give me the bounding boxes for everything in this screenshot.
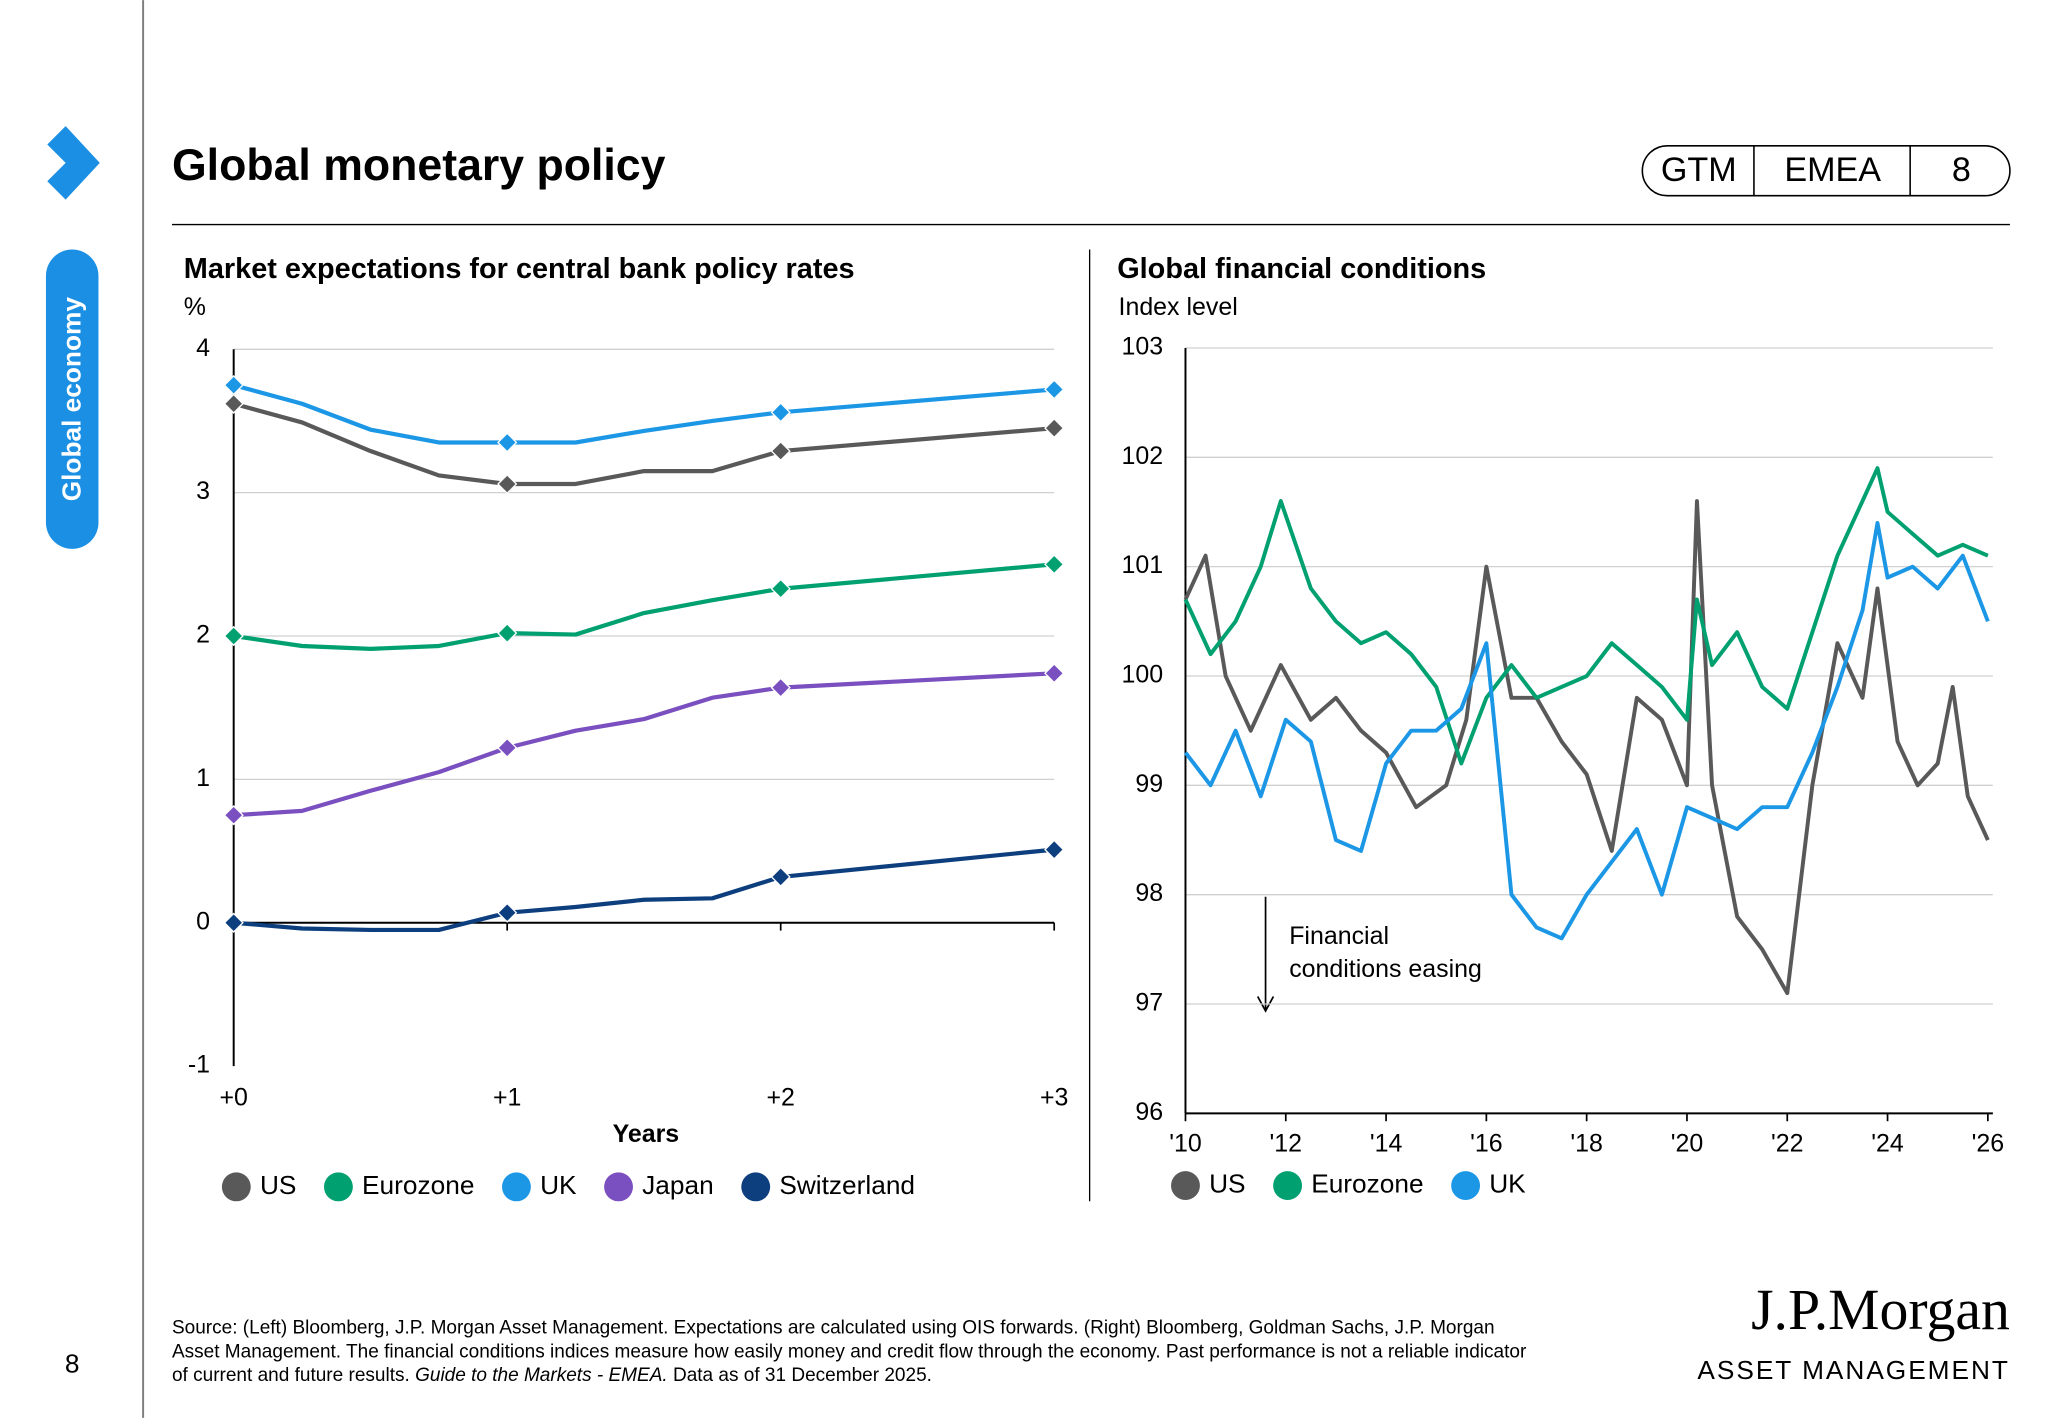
legend-swatch (501, 1172, 531, 1202)
x-tick-label: '24 (1871, 1129, 1904, 1157)
marker (497, 737, 518, 758)
footnote: Asset Management. The financial conditio… (172, 1341, 1527, 1362)
marker (223, 375, 244, 396)
chart-title: Market expectations for central bank pol… (184, 253, 855, 285)
x-tick-label: '22 (1771, 1129, 1804, 1157)
y-tick-label: 102 (1122, 442, 1164, 470)
marker (223, 912, 244, 933)
marker (1044, 839, 1065, 860)
marker (1044, 554, 1065, 575)
tag-box (1641, 145, 2011, 197)
marker (223, 393, 244, 414)
legend-label: US (1209, 1168, 1245, 1198)
marker (497, 473, 518, 495)
x-axis-label: Years (613, 1120, 680, 1148)
y-tick-label: 98 (1135, 879, 1163, 907)
marker (223, 625, 244, 647)
legend-label: Eurozone (1311, 1168, 1423, 1198)
y-tick-label: 2 (196, 621, 210, 649)
legend-swatch (604, 1172, 633, 1202)
x-tick-label: +0 (219, 1084, 247, 1112)
marker (770, 677, 791, 698)
y-tick-label: 100 (1122, 661, 1164, 689)
legend-swatch (323, 1172, 353, 1202)
annotation: Financial (1289, 922, 1389, 950)
footnote: of current and future results. Guide to … (172, 1365, 932, 1386)
x-tick-label: '10 (1169, 1129, 1202, 1157)
legend-label: UK (1489, 1168, 1526, 1198)
marker (770, 440, 791, 462)
marker (1044, 663, 1065, 684)
series-line (233, 671, 1055, 818)
legend-swatch (1171, 1171, 1200, 1200)
y-tick-label: 101 (1122, 551, 1164, 579)
tag: 8 (1952, 151, 1971, 189)
section-label: Global economy (56, 297, 86, 502)
x-tick-label: '14 (1370, 1129, 1403, 1157)
slide-title: Global monetary policy (172, 141, 666, 190)
y-tick-label: 99 (1135, 770, 1163, 798)
footnote: Source: (Left) Bloomberg, J.P. Morgan As… (172, 1318, 1495, 1339)
legend-label: US (260, 1170, 296, 1200)
x-tick-label: +2 (766, 1084, 794, 1112)
legend-label: Switzerland (779, 1170, 915, 1200)
x-tick-label: '16 (1470, 1129, 1503, 1157)
chevron-icon (47, 126, 100, 200)
y-axis-label: Index level (1119, 293, 1238, 321)
legend-swatch (1451, 1171, 1481, 1200)
x-tick-label: '12 (1270, 1129, 1303, 1157)
x-tick-label: '20 (1671, 1129, 1704, 1157)
annotation-arrowhead (1256, 996, 1275, 1013)
marker (497, 902, 518, 923)
legend-label: Eurozone (362, 1170, 474, 1200)
annotation: conditions easing (1289, 955, 1482, 983)
series-line (1183, 466, 1989, 766)
section-pill (45, 249, 99, 549)
series-line (233, 562, 1055, 651)
marker (1044, 379, 1065, 400)
y-axis-label: % (184, 293, 206, 321)
x-tick-label: '18 (1570, 1129, 1603, 1157)
marker (1044, 418, 1065, 439)
marker (497, 432, 518, 453)
marker (770, 578, 791, 599)
x-tick-label: +1 (493, 1084, 521, 1112)
page-number: 8 (65, 1348, 80, 1378)
y-tick-label: 103 (1122, 333, 1164, 361)
x-tick-label: '26 (1972, 1129, 2005, 1157)
series-line (233, 401, 1055, 487)
y-tick-label: 97 (1135, 989, 1163, 1017)
series-line (233, 847, 1055, 933)
marker (223, 805, 244, 826)
y-tick-label: 96 (1135, 1098, 1163, 1126)
x-tick-label: +3 (1040, 1084, 1068, 1112)
y-tick-label: 4 (196, 334, 210, 362)
series-line (1183, 521, 1990, 941)
legend-swatch (741, 1172, 771, 1202)
legend-label: UK (540, 1170, 577, 1200)
series-line (233, 383, 1055, 445)
y-tick-label: -1 (188, 1051, 210, 1079)
y-tick-label: 1 (196, 764, 210, 792)
footnote-part: Data as of 31 December 2025. (668, 1365, 932, 1386)
tag: EMEA (1784, 151, 1881, 189)
marker (770, 866, 791, 887)
legend-swatch (221, 1172, 251, 1202)
footnote-part: Guide to the Markets - EMEA. (415, 1365, 668, 1386)
logo-tagline: ASSET MANAGEMENT (1697, 1355, 2010, 1385)
y-tick-label: 0 (196, 907, 210, 935)
legend-swatch (1273, 1171, 1303, 1200)
legend-label: Japan (642, 1170, 714, 1200)
marker (770, 402, 791, 423)
tag: GTM (1661, 151, 1737, 189)
series-line (1183, 499, 1990, 996)
footnote-part: of current and future results. (172, 1365, 415, 1386)
logo: J.P.Morgan (1751, 1279, 2010, 1342)
marker (497, 623, 518, 644)
y-tick-label: 3 (196, 477, 210, 505)
chart-title: Global financial conditions (1117, 253, 1486, 285)
